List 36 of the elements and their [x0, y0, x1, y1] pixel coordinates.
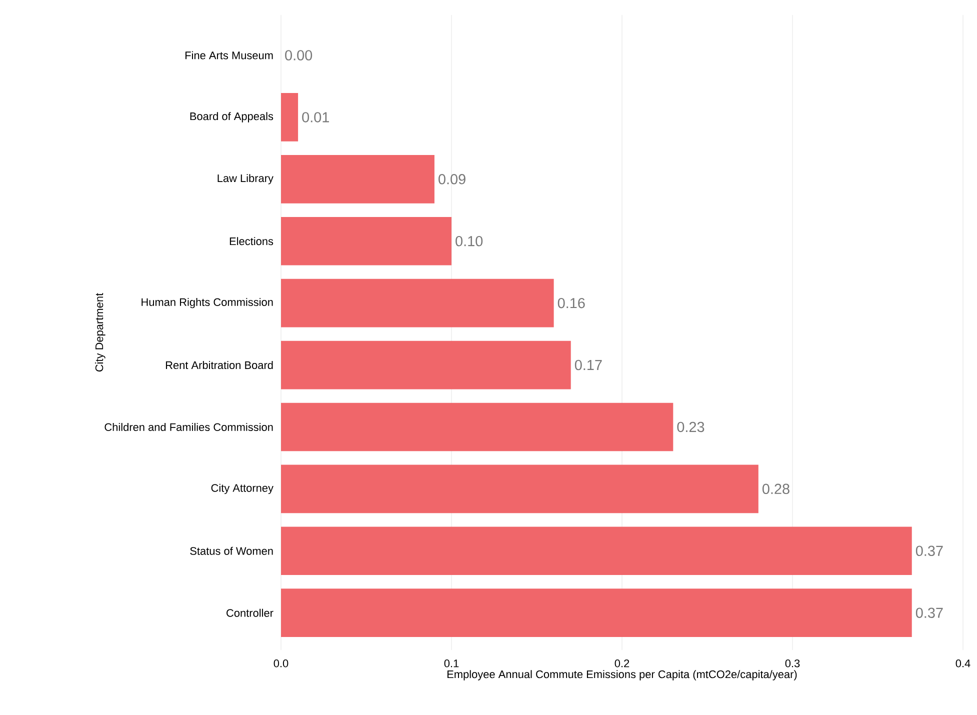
- bar: [281, 155, 434, 204]
- x-tick-label: 0.0: [274, 660, 288, 668]
- bar: [281, 464, 758, 514]
- y-tick-label: Status of Women: [190, 546, 273, 555]
- bar: [281, 93, 298, 142]
- data-label: 0.16: [558, 298, 585, 308]
- y-tick-label: Board of Appeals: [190, 112, 274, 122]
- bar: [281, 526, 912, 576]
- data-label: 0.00: [285, 50, 312, 60]
- data-label: 0.23: [677, 422, 704, 432]
- y-tick-label: City Attorney: [211, 484, 274, 494]
- data-label: 0.17: [574, 360, 602, 370]
- data-label: 0.01: [302, 112, 329, 122]
- data-label: 0.09: [438, 174, 466, 184]
- bar: [281, 278, 554, 328]
- bar: [281, 588, 912, 637]
- bar: [281, 216, 452, 266]
- y-tick-label: Fine Arts Museum: [185, 51, 273, 60]
- y-tick-label: Elections: [230, 237, 274, 246]
- bar: [281, 402, 674, 452]
- y-tick-label: Children and Families Commission: [104, 422, 273, 432]
- data-label: 0.10: [456, 236, 483, 246]
- x-tick-label: 0.4: [956, 660, 970, 668]
- x-tick-label: 0.1: [444, 660, 459, 668]
- bar: [281, 340, 571, 390]
- x-tick-label: 0.2: [614, 660, 630, 668]
- y-axis-title: City Department: [95, 293, 106, 372]
- y-tick-label: Rent Arbitration Board: [166, 361, 273, 370]
- data-label: 0.37: [916, 608, 943, 618]
- y-tick-label: Controller: [226, 608, 274, 617]
- y-tick-label: Law Library: [218, 174, 274, 184]
- x-axis-title: Employee Annual Commute Emissions per Capita (mtCO2e/capita/year): [447, 670, 797, 680]
- x-tick-label: 0.3: [785, 660, 800, 668]
- data-label: 0.37: [916, 546, 943, 556]
- data-label: 0.28: [762, 484, 790, 494]
- y-tick-label: Human Rights Commission: [142, 298, 273, 308]
